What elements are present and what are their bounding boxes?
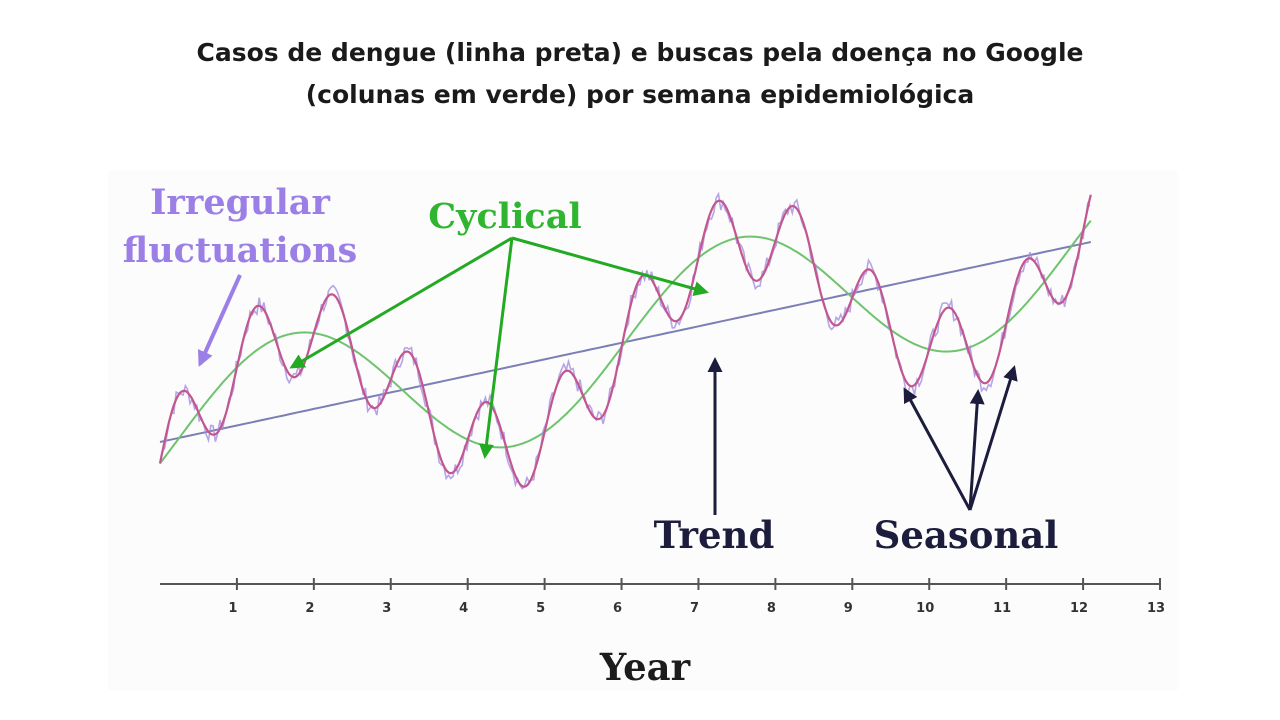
x-tick-label: 6 — [613, 601, 622, 616]
irregular-label-line-1: Irregular — [150, 182, 330, 223]
x-tick-label: 10 — [916, 601, 934, 616]
x-tick-label: 4 — [459, 601, 468, 616]
chart-background — [108, 170, 1178, 690]
x-tick-label: 13 — [1147, 601, 1165, 616]
cyclical-arrow-trough — [479, 237, 514, 459]
seasonal-series-line — [158, 194, 1092, 488]
cyclical-arrow-peak-1 — [289, 236, 513, 369]
trend-label: Trend — [654, 513, 775, 557]
seasonal-arrow-1 — [903, 387, 972, 511]
seasonal-label: Seasonal — [874, 513, 1059, 557]
cyclical-arrow-peak-2 — [511, 236, 709, 297]
x-tick-label: 11 — [993, 601, 1011, 616]
chart-title-line-1: Casos de dengue (linha preta) e buscas p… — [196, 38, 1084, 67]
x-tick-label: 9 — [844, 601, 853, 616]
chart-title: Casos de dengue (linha preta) e buscas p… — [0, 32, 1280, 116]
irregular-arrow — [197, 274, 242, 367]
x-tick-label: 8 — [767, 601, 776, 616]
x-axis-title: Year — [599, 645, 691, 689]
x-tick-label: 2 — [305, 601, 314, 616]
x-tick-label: 3 — [382, 601, 391, 616]
cyclical-label: Cyclical — [428, 196, 581, 237]
x-tick-label: 5 — [536, 601, 545, 616]
chart-title-line-2: (colunas em verde) por semana epidemioló… — [305, 80, 975, 109]
cyclical-curve — [159, 219, 1092, 464]
seasonal-arrow-2 — [968, 389, 985, 511]
x-tick-label: 1 — [228, 601, 237, 616]
seasonal-arrow-3 — [968, 365, 1018, 511]
irregular-label-line-2: fluctuations — [123, 230, 357, 271]
x-tick-label: 12 — [1070, 601, 1088, 616]
x-tick-label: 7 — [690, 601, 699, 616]
